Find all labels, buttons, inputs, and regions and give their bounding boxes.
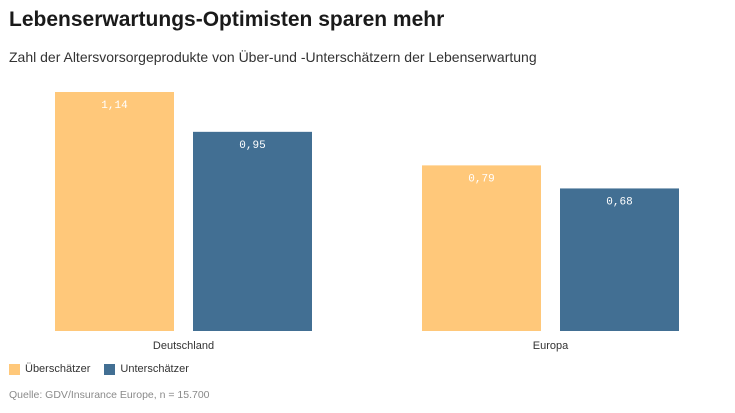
bar-europa-ueberschaetzer xyxy=(422,165,541,331)
data-label-europa-unterschaetzer: 0,68 xyxy=(606,196,632,208)
bar-deutschland-ueberschaetzer xyxy=(55,92,174,331)
legend-label-unterschaetzer: Unterschätzer xyxy=(120,363,189,375)
legend-swatch-unterschaetzer xyxy=(104,363,116,375)
bar-deutschland-unterschaetzer xyxy=(193,131,312,331)
chart-title: Lebenserwartungs-Optimisten sparen mehr xyxy=(9,8,445,31)
data-label-deutschland-unterschaetzer: 0,95 xyxy=(239,140,265,152)
legend: Überschätzer Unterschätzer xyxy=(9,363,203,375)
source-note: Quelle: GDV/Insurance Europe, n = 15.700 xyxy=(9,389,210,401)
legend-item-unterschaetzer: Unterschätzer xyxy=(104,363,189,375)
data-label-europa-ueberschaetzer: 0,79 xyxy=(468,173,494,185)
category-label-europa: Europa xyxy=(533,340,569,352)
data-label-deutschland-ueberschaetzer: 1,14 xyxy=(101,100,128,112)
bar-europa-unterschaetzer xyxy=(560,188,679,331)
chart-subtitle: Zahl der Altersvorsorgeprodukte von Über… xyxy=(9,49,537,65)
legend-label-ueberschaetzer: Überschätzer xyxy=(25,363,91,375)
category-label-deutschland: Deutschland xyxy=(153,340,214,352)
legend-item-ueberschaetzer: Überschätzer xyxy=(9,363,90,375)
legend-swatch-ueberschaetzer xyxy=(9,363,20,375)
